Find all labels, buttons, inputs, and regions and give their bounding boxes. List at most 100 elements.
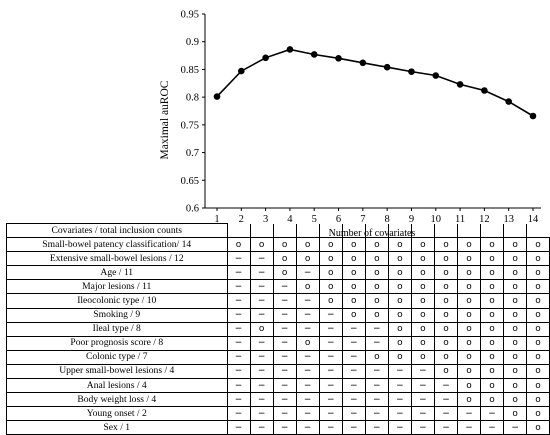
excluded-mark: − <box>249 279 274 295</box>
included-mark: o <box>410 349 435 365</box>
excluded-mark: − <box>318 378 343 394</box>
covariate-label: Body weight loss / 4 <box>6 392 228 408</box>
included-mark: o <box>433 363 458 380</box>
y-tick-label: 0.75 <box>181 120 199 131</box>
data-point <box>408 68 415 75</box>
included-mark: o <box>456 251 482 267</box>
data-point <box>481 87 488 94</box>
excluded-mark: − <box>226 293 251 309</box>
included-mark: o <box>272 251 297 267</box>
series-line-auroc <box>216 48 534 117</box>
included-mark: o <box>480 349 505 365</box>
excluded-mark: − <box>249 293 274 309</box>
excluded-mark: − <box>503 420 528 435</box>
included-mark: o <box>526 420 550 435</box>
included-mark: o <box>503 265 528 281</box>
included-mark: o <box>526 363 550 380</box>
y-tick-label: 0.6 <box>186 204 199 215</box>
excluded-mark: − <box>318 406 343 422</box>
excluded-mark: − <box>249 307 274 323</box>
included-mark: o <box>364 237 389 253</box>
included-mark: o <box>249 237 274 253</box>
included-mark: o <box>318 265 343 281</box>
excluded-mark: − <box>226 363 251 380</box>
table-header-row: Covariates / total inclusion counts <box>6 222 550 239</box>
excluded-mark: − <box>226 420 251 435</box>
table-row: Colonic type / 7− − − − − − o o o o o o o o <box>6 349 550 365</box>
covariate-inclusion-table: Covariates / total inclusion counts Small… <box>6 222 550 435</box>
data-point <box>529 112 537 120</box>
excluded-mark: − <box>410 420 435 435</box>
excluded-mark: − <box>226 251 251 267</box>
included-mark: o <box>387 349 412 365</box>
included-mark: o <box>387 251 412 267</box>
excluded-mark: − <box>249 420 274 435</box>
excluded-mark: − <box>433 392 458 408</box>
included-mark: o <box>387 265 412 281</box>
excluded-mark: − <box>387 378 412 394</box>
table-header-blank <box>341 223 366 239</box>
included-mark: o <box>318 237 343 253</box>
included-mark: o <box>433 279 458 295</box>
included-mark: o <box>456 392 482 408</box>
included-mark: o <box>456 293 482 309</box>
excluded-mark: − <box>410 392 435 408</box>
excluded-mark: − <box>272 279 297 295</box>
excluded-mark: − <box>364 378 389 394</box>
included-mark: o <box>295 237 320 253</box>
excluded-mark: − <box>226 378 251 394</box>
x-tick-label: 1 <box>214 214 219 225</box>
table-row: Ileal type / 8− o − − − − − o o o o o o o <box>6 321 550 337</box>
included-mark: o <box>480 335 505 351</box>
table-row: Extensive small-bowel lesions / 12− − o o o o… <box>6 251 550 267</box>
included-mark: o <box>526 279 550 295</box>
included-mark: o <box>480 279 505 295</box>
table-row: Poor prognosis score / 8− − − o − − − o o o o o o o <box>6 335 550 351</box>
excluded-mark: − <box>387 406 412 422</box>
included-mark: o <box>503 335 528 351</box>
table-row: Body weight loss / 4− − − − − − − − − − o o o o <box>6 392 550 408</box>
excluded-mark: − <box>318 335 343 351</box>
excluded-mark: − <box>295 420 320 435</box>
x-tick-label: 12 <box>479 214 490 225</box>
included-mark: o <box>526 321 550 337</box>
covariate-label: Small-bowel patency classification/ 14 <box>6 237 228 253</box>
included-mark: o <box>503 237 528 253</box>
table-header-blank <box>503 223 527 239</box>
covariate-label: Smoking / 9 <box>6 307 228 323</box>
covariate-label: Major lesions / 11 <box>6 279 228 295</box>
x-tick-label: 6 <box>336 214 341 225</box>
included-mark: o <box>295 279 320 295</box>
table-header-blank <box>480 223 504 239</box>
included-mark: o <box>526 406 550 422</box>
excluded-mark: − <box>226 265 251 281</box>
table-header-blank <box>295 223 320 239</box>
excluded-mark: − <box>387 420 412 435</box>
included-mark: o <box>456 279 482 295</box>
included-mark: o <box>503 349 528 365</box>
included-mark: o <box>341 237 366 253</box>
covariate-label: Anal lesions / 4 <box>6 378 228 394</box>
x-tick-label: 13 <box>503 214 514 225</box>
data-point <box>213 93 221 100</box>
x-tick-label: 14 <box>528 214 539 225</box>
excluded-mark: − <box>341 335 366 351</box>
included-mark: o <box>387 237 412 253</box>
excluded-mark: − <box>387 363 412 380</box>
table-header-blank <box>318 223 343 239</box>
table-header-blank <box>387 223 412 239</box>
x-tick-label: 3 <box>263 214 268 225</box>
x-tick-label: 7 <box>360 214 365 225</box>
x-tick-labels: 1 2 3 4 5 6 7 8 9 10 11 12 13 14 <box>214 208 539 225</box>
y-tick-label: 0.8 <box>186 93 199 104</box>
included-mark: o <box>318 251 343 267</box>
included-mark: o <box>364 349 389 365</box>
included-mark: o <box>433 251 458 267</box>
included-mark: o <box>341 307 366 323</box>
excluded-mark: − <box>341 321 366 337</box>
excluded-mark: − <box>226 321 251 337</box>
excluded-mark: − <box>272 420 297 435</box>
excluded-mark: − <box>249 378 274 394</box>
included-mark: o <box>456 363 482 380</box>
table-row: Small-bowel patency classification/ 14 o o… <box>6 237 550 253</box>
